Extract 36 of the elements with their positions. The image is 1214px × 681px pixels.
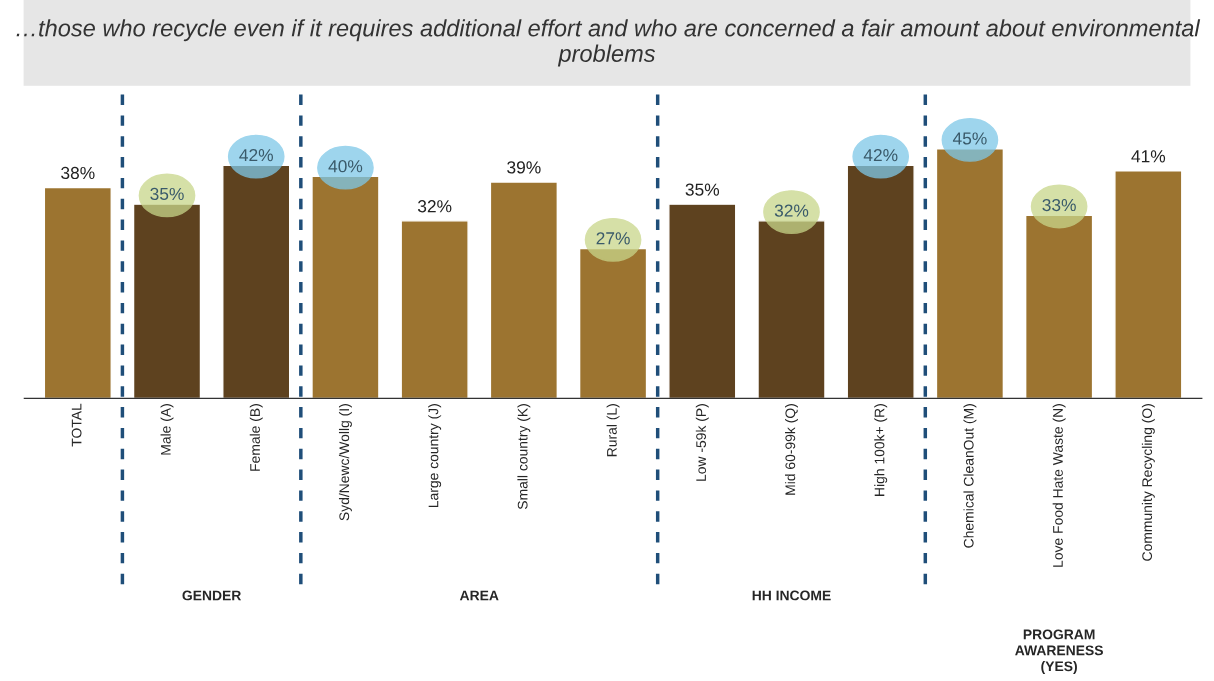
bar <box>43 186 112 399</box>
chart-title: …those who recycle even if it requires additional effort and who are concerned a fair amount about environmental problems <box>16 19 1201 67</box>
x-tick-label: Low -59k (P) <box>695 404 709 481</box>
data-label: 45% <box>952 132 987 145</box>
bar <box>1114 170 1183 399</box>
bar <box>668 203 737 399</box>
data-label: 41% <box>1131 150 1166 163</box>
text: HH INCOME <box>752 590 831 601</box>
x-tick-label: Love Food Hate Waste (N) <box>1052 404 1066 567</box>
x-tick-label: Rural (L) <box>606 404 620 457</box>
data-label: 32% <box>774 204 809 217</box>
data-label: 33% <box>1042 198 1076 212</box>
x-tick-label: Large country (J) <box>428 404 442 508</box>
data-label: 40% <box>328 160 363 173</box>
data-label: 27% <box>596 232 630 245</box>
text: GENDER <box>182 590 242 601</box>
x-tick-label: Syd/Newc/Wollg (I) <box>338 404 352 521</box>
x-tick-label: High 100k+ (R) <box>874 404 888 496</box>
data-label: 32% <box>417 200 452 213</box>
x-tick-label: Female (B) <box>249 404 263 471</box>
data-label: 39% <box>507 161 541 174</box>
bar <box>489 181 559 399</box>
x-tick-label: Male (A) <box>160 404 174 455</box>
x-tick-label: Community Recycling (O) <box>1141 404 1155 561</box>
text: PROGRAM AWARENESS (YES) <box>1015 629 1103 674</box>
x-tick-label: Mid 60-99k (Q) <box>785 404 798 495</box>
x-tick-label: TOTAL <box>71 403 82 447</box>
data-label: 35% <box>685 183 720 196</box>
data-label: 42% <box>863 148 898 162</box>
data-label: 35% <box>150 187 184 201</box>
x-tick-label: Small country (K) <box>517 404 531 510</box>
data-label: 42% <box>239 148 273 162</box>
text: AREA <box>459 590 499 601</box>
x-tick-label: Chemical CleanOut (M) <box>963 404 977 548</box>
bar <box>400 220 469 399</box>
data-label: 38% <box>61 166 95 180</box>
